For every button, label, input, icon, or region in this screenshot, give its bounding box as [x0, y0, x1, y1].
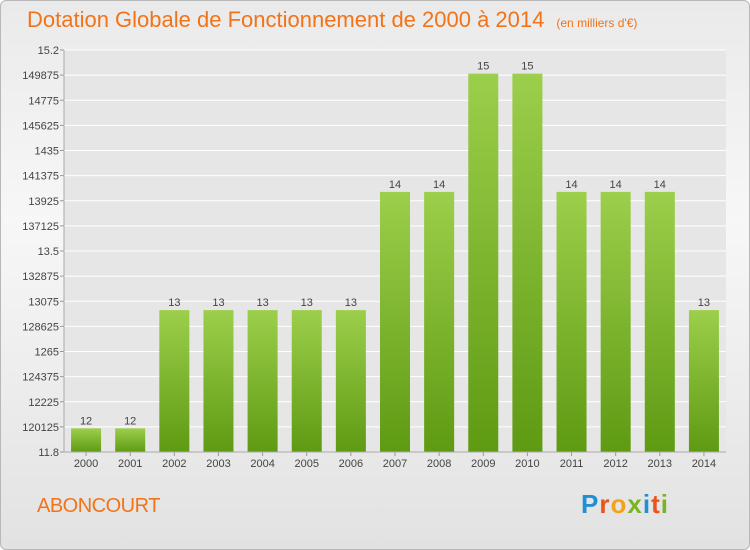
data-label-2001: 12: [124, 415, 136, 427]
bar-2009: [468, 73, 499, 452]
data-label-2007: 14: [389, 179, 401, 191]
y-tick-label: 141375: [22, 171, 59, 183]
x-tick-label-2003: 2003: [206, 458, 230, 470]
brand-letter: P: [581, 489, 600, 519]
brand-letter: o: [610, 489, 628, 519]
bar-2012: [600, 191, 631, 452]
y-tick-label: 1265: [35, 347, 59, 359]
data-label-2014: 13: [698, 297, 710, 309]
brand-letter: x: [627, 489, 643, 519]
x-tick-label-2004: 2004: [250, 458, 274, 470]
x-tick-label-2010: 2010: [515, 458, 539, 470]
y-tick-label: 1435: [35, 146, 59, 158]
commune-name: ABONCOURT: [37, 495, 160, 517]
y-tick-label: 149875: [22, 70, 59, 82]
bars: 12 12 13 13 13 13 13 14 14 15 15 14 14 14 13: [71, 61, 719, 452]
y-axis: 11.8 120125 12225 124375 1265 128625 13075 1328…: [22, 45, 65, 459]
data-label-2009: 15: [477, 61, 489, 73]
bar-2000: [71, 428, 102, 452]
bar-2001: [115, 428, 146, 452]
y-tick-label: 124375: [22, 372, 59, 384]
x-tick-label-2011: 2011: [560, 458, 584, 470]
y-tick-label: 145625: [22, 120, 59, 132]
data-label-2003: 13: [212, 297, 224, 309]
y-tick-label: 132875: [22, 271, 59, 283]
x-tick-label-2014: 2014: [692, 458, 716, 470]
bar-2007: [379, 191, 411, 452]
bar-2008: [424, 191, 455, 452]
brand-letter: i: [642, 489, 652, 519]
data-label-2010: 15: [521, 61, 533, 73]
title-text: Dotation Globale de Fonctionnement de 20…: [27, 7, 545, 32]
x-tick-label-2000: 2000: [74, 458, 98, 470]
brand-letter: i: [660, 489, 669, 519]
data-label-2005: 13: [301, 297, 313, 309]
data-label-2002: 13: [168, 297, 180, 309]
x-tick-label-2007: 2007: [383, 458, 407, 470]
bar-2004: [247, 310, 278, 452]
data-label-2004: 13: [256, 297, 268, 309]
chart-title: Dotation Globale de Fonctionnement de 20…: [27, 7, 637, 33]
y-tick-label: 137125: [22, 221, 59, 233]
bar-2005: [291, 310, 322, 452]
y-tick-label: 13.5: [38, 246, 59, 258]
y-tick-label: 128625: [22, 321, 59, 333]
brand-letter: t: [651, 489, 661, 519]
brand-logo: Proxiti: [581, 489, 669, 520]
y-tick-label: 15.2: [38, 45, 59, 57]
bar-2014: [688, 310, 719, 452]
bar-2011: [556, 191, 587, 452]
bar-2010: [512, 73, 543, 452]
data-label-2008: 14: [433, 179, 445, 191]
brand-letter: r: [599, 489, 611, 519]
x-axis: 2000 2001 2002 2003 2004 2005 2006 2007 2008 2009…: [64, 451, 726, 470]
bar-2006: [335, 310, 366, 452]
data-label-2006: 13: [345, 297, 357, 309]
bar-2002: [159, 310, 190, 452]
data-label-2011: 14: [565, 179, 577, 191]
x-tick-label-2012: 2012: [603, 458, 627, 470]
data-label-2012: 14: [610, 179, 622, 191]
x-tick-label-2008: 2008: [427, 458, 451, 470]
data-label-2000: 12: [80, 415, 92, 427]
data-label-2013: 14: [654, 179, 666, 191]
bar-2013: [644, 191, 675, 452]
x-tick-label-2006: 2006: [339, 458, 363, 470]
y-tick-label: 12225: [28, 397, 59, 409]
y-tick-label: 13075: [28, 296, 59, 308]
y-tick-label: 11.8: [38, 447, 59, 459]
bar-2003: [203, 310, 234, 452]
x-tick-label-2009: 2009: [471, 458, 495, 470]
y-tick-label: 13925: [28, 196, 59, 208]
x-tick-label-2005: 2005: [294, 458, 318, 470]
unit-note: (en milliers d'€): [556, 16, 638, 30]
x-tick-label-2001: 2001: [118, 458, 142, 470]
y-tick-label: 120125: [22, 422, 59, 434]
x-tick-label-2002: 2002: [162, 458, 186, 470]
y-tick-label: 14775: [28, 95, 59, 107]
x-tick-label-2013: 2013: [648, 458, 672, 470]
